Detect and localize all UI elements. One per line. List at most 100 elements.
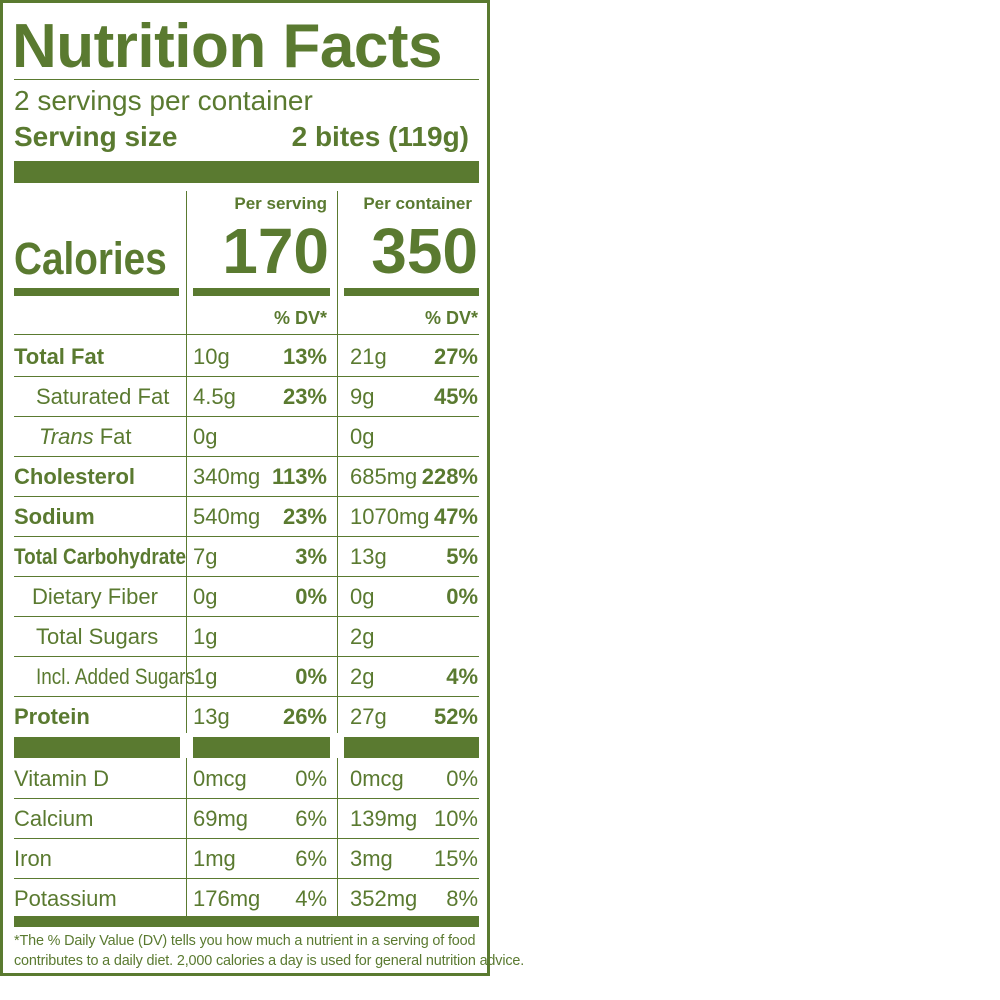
serving-dv: 23% [282,504,327,529]
row-divider [14,496,479,497]
serving-size-label: Serving size [14,121,178,152]
nutrient-name: Sodium [14,504,95,529]
row-divider [14,376,479,377]
row-divider [14,696,479,697]
container-amount: 1070mg [350,504,430,529]
vitamin-name: Vitamin D [14,766,109,791]
label-title: Nutrition Facts [12,12,442,81]
serving-size-value: 2 bites (119g) [291,121,469,152]
vitamin-name: Potassium [14,886,117,911]
vitamin-container-dv: 0% [446,766,478,791]
nutrient-row: Protein 13g 26% 27g 52% [3,697,493,737]
vitamin-row-divider [14,878,479,879]
thick-divider-vitamins-label [14,737,180,758]
container-dv: 27% [433,344,478,369]
serving-amount: 1g [193,664,218,689]
vitamin-name: Calcium [14,806,94,831]
container-amount: 2g [350,664,375,689]
serving-amount: 540mg [193,504,261,529]
calories-rule-serving [193,288,330,296]
serving-amount: 0g [193,584,218,609]
nutrient-name: Cholesterol [14,464,136,489]
calories-per-serving: 170 [222,215,329,287]
footnote-line-2: contributes to a daily diet. 2,000 calor… [14,953,525,969]
vitamin-row: Calcium 69mg 6% 139mg 10% [3,799,493,839]
nutrient-name-rest: Fat [93,424,132,449]
nutrient-name: Total Sugars [36,624,159,649]
container-amount: 9g [350,384,375,409]
vitamin-row: Iron 1mg 6% 3mg 15% [3,839,493,879]
vitamin-serving-dv: 6% [295,846,327,871]
nutrient-row: Trans Fat 0g 0g [3,417,493,457]
nutrient-name: Incl. Added Sugars [36,664,195,689]
container-dv [413,417,478,457]
row-divider [14,576,479,577]
container-amount: 2g [350,624,375,649]
serving-amount: 340mg [193,464,261,489]
container-dv: 5% [446,544,478,569]
serving-dv: 23% [282,384,327,409]
container-dv [413,617,478,657]
vitamin-container-amount: 139mg [350,806,418,831]
vitamin-name: Iron [14,846,52,871]
vitamin-column-divider-right [337,758,338,916]
serving-dv: 113% [271,464,327,489]
title-divider [14,79,479,80]
container-dv: 52% [433,704,478,729]
row-divider [14,416,479,417]
nutrient-row: Cholesterol 340mg 113% 685mg 228% [3,457,493,497]
nutrient-name: Total Carbohydrate [14,544,187,569]
container-amount: 0g [350,424,375,449]
calories-label: Calories [14,233,167,284]
vitamin-container-dv: 10% [433,806,478,831]
calories-per-container: 350 [371,215,478,287]
nutrient-row: Sodium 540mg 23% 1070mg 47% [3,497,493,537]
container-amount: 27g [350,704,387,729]
vitamin-serving-dv: 6% [295,806,327,831]
vitamin-row-divider [14,838,479,839]
container-dv: 45% [433,384,478,409]
container-dv: 4% [446,664,478,689]
column-divider-right [337,191,338,733]
calories-rule-container [344,288,479,296]
footnote-line-1: *The % Daily Value (DV) tells you how mu… [14,933,476,949]
serving-amount: 4.5g [193,384,236,409]
nutrient-row: Total Fat 10g 13% 21g 27% [3,337,493,377]
nutrient-row: Total Carbohydrate 7g 3% 13g 5% [3,537,493,577]
container-amount: 685mg [350,464,418,489]
nutrient-name: Total Fat [14,344,105,369]
serving-dv: 0% [295,584,327,609]
row-divider [14,616,479,617]
serving-dv: 3% [295,544,327,569]
vitamin-container-amount: 3mg [350,846,393,871]
container-amount: 21g [350,344,387,369]
vitamin-serving-dv: 0% [295,766,327,791]
serving-amount: 0g [193,424,218,449]
row-divider [14,456,479,457]
nutrition-facts-label: Nutrition Facts 2 servings per container… [0,0,525,976]
nutrient-name: Protein [14,704,90,729]
vitamin-row-divider [14,798,479,799]
serving-dv: 26% [282,704,327,729]
nutrient-row: Total Sugars 1g 2g [3,617,493,657]
vitamin-container-dv: 15% [433,846,478,871]
dv-header-serving: % DV* [273,308,327,328]
footnote: *The % Daily Value (DV) tells you how mu… [14,931,525,971]
row-divider [14,656,479,657]
servings-per-container: 2 servings per container [14,85,313,116]
nutrient-name-italic: Trans [39,424,94,449]
serving-dv: 13% [282,344,327,369]
serving-dv [253,417,327,457]
serving-amount: 10g [193,344,230,369]
nutrient-name: Trans Fat [39,417,132,457]
vitamin-container-dv: 8% [446,886,478,911]
vitamin-container-amount: 0mcg [350,766,404,791]
vitamin-serving-amount: 1mg [193,846,236,871]
vitamin-column-divider-left [186,758,187,916]
vitamin-row: Vitamin D 0mcg 0% 0mcg 0% [3,759,493,799]
serving-dv [253,617,327,657]
calories-rule-label [14,288,179,296]
per-serving-header: Per serving [234,194,327,213]
vitamin-serving-amount: 0mcg [193,766,247,791]
nutrient-name: Saturated Fat [36,384,170,409]
